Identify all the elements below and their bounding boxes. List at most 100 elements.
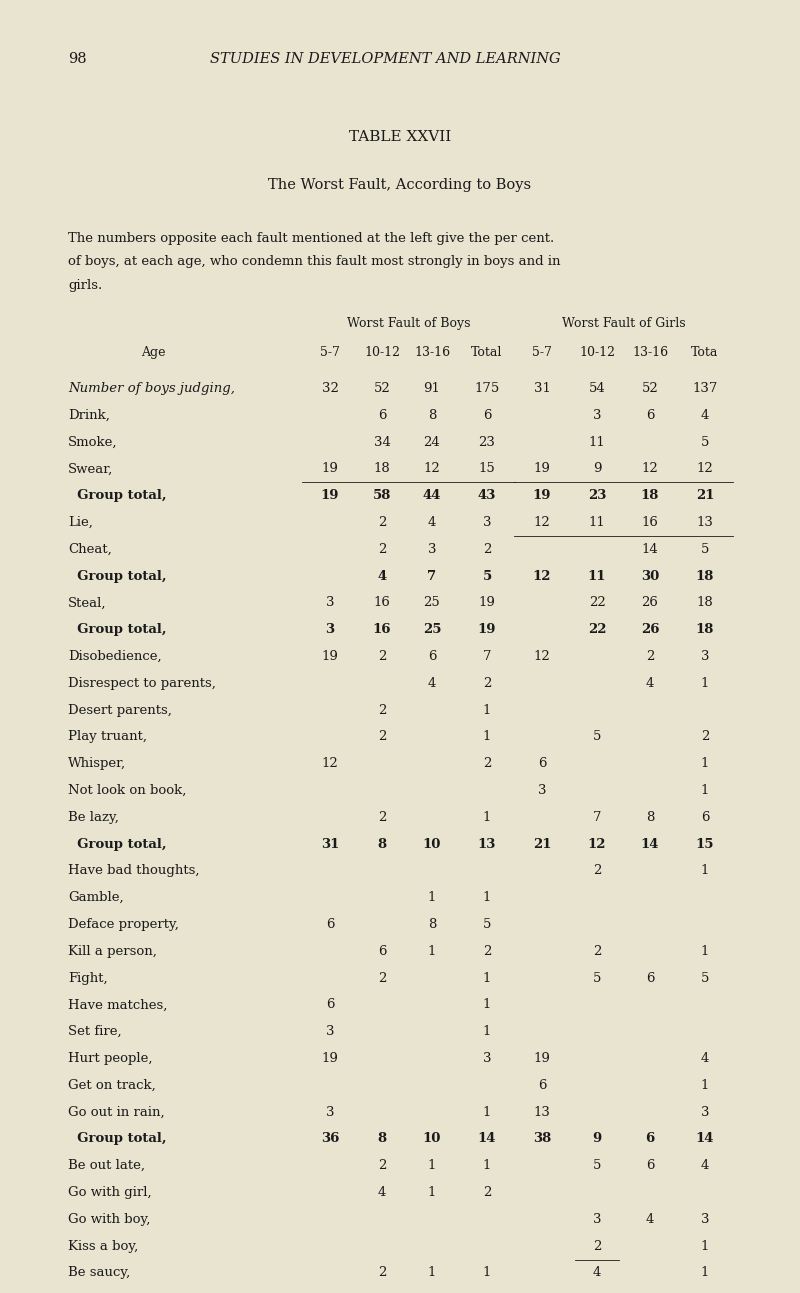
Text: 11: 11: [588, 570, 606, 583]
Text: 21: 21: [696, 489, 714, 502]
Text: Drink,: Drink,: [68, 409, 110, 422]
Text: 13: 13: [478, 838, 496, 851]
Text: 15: 15: [696, 838, 714, 851]
Text: 2: 2: [378, 703, 386, 716]
Text: 4: 4: [646, 676, 654, 689]
Text: 36: 36: [321, 1133, 339, 1146]
Text: 25: 25: [424, 596, 440, 609]
Text: 8: 8: [428, 409, 436, 422]
Text: 26: 26: [642, 596, 658, 609]
Text: 1: 1: [701, 676, 709, 689]
Text: 5: 5: [593, 731, 601, 743]
Text: 31: 31: [321, 838, 339, 851]
Text: The Worst Fault, According to Boys: The Worst Fault, According to Boys: [269, 178, 531, 191]
Text: 19: 19: [534, 1053, 550, 1065]
Text: 8: 8: [428, 918, 436, 931]
Text: 1: 1: [483, 811, 491, 824]
Text: 2: 2: [483, 676, 491, 689]
Text: 22: 22: [589, 596, 606, 609]
Text: 12: 12: [424, 463, 440, 476]
Text: Cheat,: Cheat,: [68, 543, 112, 556]
Text: Kiss a boy,: Kiss a boy,: [68, 1240, 138, 1253]
Text: 3: 3: [482, 1053, 491, 1065]
Text: 18: 18: [697, 596, 714, 609]
Text: 2: 2: [378, 650, 386, 663]
Text: 3: 3: [326, 1025, 334, 1038]
Text: Number of boys judging,: Number of boys judging,: [68, 381, 235, 394]
Text: 1: 1: [428, 891, 436, 904]
Text: 5: 5: [701, 436, 709, 449]
Text: 7: 7: [593, 811, 602, 824]
Text: 1: 1: [483, 703, 491, 716]
Text: 52: 52: [642, 381, 658, 394]
Text: 4: 4: [428, 676, 436, 689]
Text: 18: 18: [374, 463, 390, 476]
Text: 2: 2: [483, 1186, 491, 1199]
Text: 1: 1: [483, 731, 491, 743]
Text: 12: 12: [533, 570, 551, 583]
Text: 19: 19: [322, 463, 338, 476]
Text: 12: 12: [697, 463, 714, 476]
Text: 1: 1: [428, 1160, 436, 1173]
Text: 1: 1: [483, 1266, 491, 1279]
Text: Disrespect to parents,: Disrespect to parents,: [68, 676, 216, 689]
Text: 3: 3: [593, 409, 602, 422]
Text: 13-16: 13-16: [632, 347, 668, 359]
Text: 4: 4: [593, 1266, 601, 1279]
Text: Get on track,: Get on track,: [68, 1078, 156, 1091]
Text: 5: 5: [593, 1160, 601, 1173]
Text: 23: 23: [588, 489, 606, 502]
Text: 31: 31: [534, 381, 550, 394]
Text: 11: 11: [589, 436, 606, 449]
Text: 19: 19: [478, 596, 495, 609]
Text: 1: 1: [701, 945, 709, 958]
Text: 1: 1: [701, 758, 709, 771]
Text: Deface property,: Deface property,: [68, 918, 179, 931]
Text: 2: 2: [593, 865, 601, 878]
Text: 24: 24: [424, 436, 440, 449]
Text: 8: 8: [646, 811, 654, 824]
Text: 1: 1: [428, 945, 436, 958]
Text: 1: 1: [428, 1186, 436, 1199]
Text: Group total,: Group total,: [68, 489, 166, 502]
Text: 2: 2: [378, 516, 386, 529]
Text: 10-12: 10-12: [364, 347, 400, 359]
Text: Group total,: Group total,: [68, 570, 166, 583]
Text: Go with boy,: Go with boy,: [68, 1213, 150, 1226]
Text: 22: 22: [588, 623, 606, 636]
Text: 23: 23: [478, 436, 495, 449]
Text: 14: 14: [696, 1133, 714, 1146]
Text: 44: 44: [422, 489, 442, 502]
Text: 10: 10: [423, 1133, 441, 1146]
Text: Go with girl,: Go with girl,: [68, 1186, 152, 1199]
Text: 3: 3: [428, 543, 436, 556]
Text: 3: 3: [701, 1106, 710, 1118]
Text: Be lazy,: Be lazy,: [68, 811, 119, 824]
Text: 2: 2: [646, 650, 654, 663]
Text: 12: 12: [534, 650, 550, 663]
Text: 12: 12: [588, 838, 606, 851]
Text: 6: 6: [378, 945, 386, 958]
Text: Whisper,: Whisper,: [68, 758, 126, 771]
Text: 10-12: 10-12: [579, 347, 615, 359]
Text: 1: 1: [483, 971, 491, 984]
Text: 4: 4: [378, 1186, 386, 1199]
Text: 52: 52: [374, 381, 390, 394]
Text: TABLE XXVII: TABLE XXVII: [349, 131, 451, 144]
Text: Tota: Tota: [691, 347, 718, 359]
Text: 2: 2: [378, 731, 386, 743]
Text: 13: 13: [697, 516, 714, 529]
Text: 3: 3: [701, 1213, 710, 1226]
Text: 30: 30: [641, 570, 659, 583]
Text: Go out in rain,: Go out in rain,: [68, 1106, 165, 1118]
Text: 6: 6: [646, 971, 654, 984]
Text: 2: 2: [483, 945, 491, 958]
Text: 32: 32: [322, 381, 338, 394]
Text: 19: 19: [322, 1053, 338, 1065]
Text: Gamble,: Gamble,: [68, 891, 124, 904]
Text: 6: 6: [646, 1133, 654, 1146]
Text: 5-7: 5-7: [320, 347, 340, 359]
Text: Kill a person,: Kill a person,: [68, 945, 157, 958]
Text: 3: 3: [482, 516, 491, 529]
Text: 21: 21: [533, 838, 551, 851]
